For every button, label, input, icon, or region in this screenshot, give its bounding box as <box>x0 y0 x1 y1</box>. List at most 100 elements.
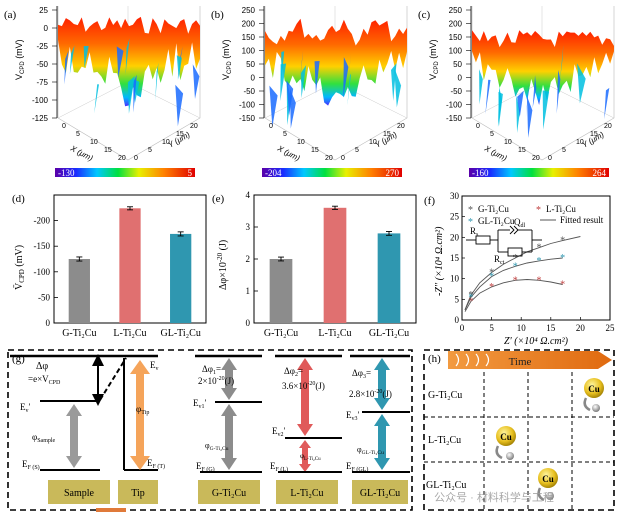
g-ef-label: EF (G) <box>196 461 215 473</box>
legend-marker: * <box>536 205 541 216</box>
y-tick-label: 10 <box>450 274 460 284</box>
y-axis-label: Δφ×10-20 (J) <box>216 240 229 290</box>
corrosion-schematic-h: (h) Time G-Ti₂Cu L-Ti₂Cu GL-Ti₂Cu Cu Cu … <box>423 349 615 511</box>
x-tick: 0 <box>269 123 273 130</box>
y-tick-label: 4 <box>246 190 251 200</box>
colorbar <box>469 168 609 177</box>
surface-spike <box>497 86 502 127</box>
y-tick-label: 2 <box>246 254 251 264</box>
surface-spike <box>479 69 483 105</box>
y-tick-label: 20 <box>450 232 460 242</box>
z-axis-label: VCPD (mV) <box>428 39 440 80</box>
gl-ev-label: Ev3′ <box>346 410 360 422</box>
y-tick-label: -150 <box>34 241 51 251</box>
x-tick: 15 <box>518 147 526 154</box>
gl-phi-label: φGL-Ti₂Cu <box>357 445 384 456</box>
y-tick-label: 0 <box>246 318 251 328</box>
y-tick: 5 <box>148 147 152 154</box>
surface-spike <box>542 90 550 130</box>
data-point: * <box>513 261 518 272</box>
category-label: L-Ti₂Cu <box>318 328 351 339</box>
surface-spike <box>286 80 294 116</box>
z-tick: -50 <box>243 87 255 96</box>
category-label: GL-Ti₂Cu <box>369 328 409 339</box>
y-tick: 15 <box>176 131 184 138</box>
g-ev-label: Ev1′ <box>193 398 207 410</box>
svg-text:Cu: Cu <box>500 432 512 442</box>
y-tick: 10 <box>369 139 377 146</box>
data-point: * <box>513 275 518 286</box>
x-axis-label: X (μm) <box>482 143 509 163</box>
x-tick: 10 <box>90 139 98 146</box>
nyquist-plot-f: (f) 0 5 10 15 20 25 0 5 10 15 20 25 30 Z' (×10⁴ Ω.cm²)… <box>424 191 615 347</box>
y-tick: 15 <box>383 131 391 138</box>
error-bar-3 <box>386 231 392 236</box>
surface-spike <box>604 87 610 120</box>
category-label: G-Ti₂Cu <box>264 328 298 339</box>
fitted-curve-3 <box>464 257 563 311</box>
g-dphi-arrow <box>221 358 237 400</box>
surface-spike <box>516 95 521 133</box>
y-tick-label: 5 <box>455 294 460 304</box>
surface-spike <box>526 96 533 138</box>
surface-spike <box>314 61 320 94</box>
x-tick-label: 25 <box>606 323 616 333</box>
x-tick: 5 <box>283 131 287 138</box>
surface-spike <box>127 75 135 114</box>
bar-chart-d: (d) 0 -50 -100 -150 -200 G-Ti₂Cu L-Ti₂Cu GL-Ti₂C… <box>12 193 207 339</box>
data-point: * <box>560 253 565 264</box>
surface-spike <box>94 84 100 114</box>
gl-box <box>352 480 408 504</box>
band-diagram-g: (g) Δφ =e×VCPD Ev′ φSample EF (S) Sample… <box>7 349 413 512</box>
x-tick-label: 15 <box>546 323 556 333</box>
gl-ef-label: EF (GL) <box>346 461 368 473</box>
x-axis-label: Z' (×10⁴ Ω.cm²) <box>504 336 569 347</box>
y-tick: 5 <box>562 147 566 154</box>
tip-box <box>118 480 158 504</box>
error-bar-1 <box>278 256 284 262</box>
cpd-surface <box>472 30 614 106</box>
y-tick-label: -100 <box>34 267 51 277</box>
bar-2 <box>323 207 347 323</box>
panel-h-label: (h) <box>428 353 441 365</box>
cu-particle-g: Cu <box>583 378 604 412</box>
gl-box-label: GL-Ti₂Cu <box>360 488 400 499</box>
colorbar <box>262 168 402 177</box>
sample-box <box>48 480 110 504</box>
cpd-surface <box>265 18 407 106</box>
y-tick: 20 <box>397 123 405 130</box>
z-tick: 0 <box>251 74 256 83</box>
y-axis-label: -Z'' (×10⁴ Ω.cm²) <box>434 226 445 296</box>
y-tick: 15 <box>590 131 598 138</box>
phi-sample-label: φSample <box>32 432 56 444</box>
box-edges <box>471 6 615 161</box>
box-edges <box>264 6 408 161</box>
colorbar-min: -160 <box>472 168 489 178</box>
g-phi-arrow <box>221 404 237 470</box>
colorbar-min: -130 <box>58 168 75 178</box>
z-tick: -150 <box>239 114 256 123</box>
surface-spike <box>485 79 491 114</box>
x-axis-label: X (μm) <box>275 143 302 163</box>
z-axis-label: VCPD (mV) <box>221 39 233 80</box>
x-tick: 0 <box>62 123 66 130</box>
legend-entry: G-Ti₂Cu <box>478 204 509 214</box>
surface-spike <box>116 46 124 78</box>
panel-b-label: (b) <box>211 9 224 21</box>
z-tick: 100 <box>449 47 463 56</box>
y-tick-label: -200 <box>34 216 51 226</box>
category-label: GL-Ti₂Cu <box>160 328 200 339</box>
y-tick: 10 <box>162 139 170 146</box>
bar-1 <box>269 259 293 323</box>
colorbar-max: 270 <box>386 168 400 178</box>
x-tick: 20 <box>118 155 126 162</box>
surface-spike <box>556 69 561 114</box>
legend-entry: Fitted result <box>560 215 604 225</box>
surface-spike <box>176 55 182 80</box>
gl-phi-arrow <box>374 414 390 470</box>
svg-text:Cu: Cu <box>542 474 554 484</box>
g-box-label: G-Ti₂Cu <box>212 488 246 499</box>
box-edges <box>57 6 201 161</box>
surface-spike <box>559 44 564 85</box>
legend-entry: L-Ti₂Cu <box>546 204 576 214</box>
